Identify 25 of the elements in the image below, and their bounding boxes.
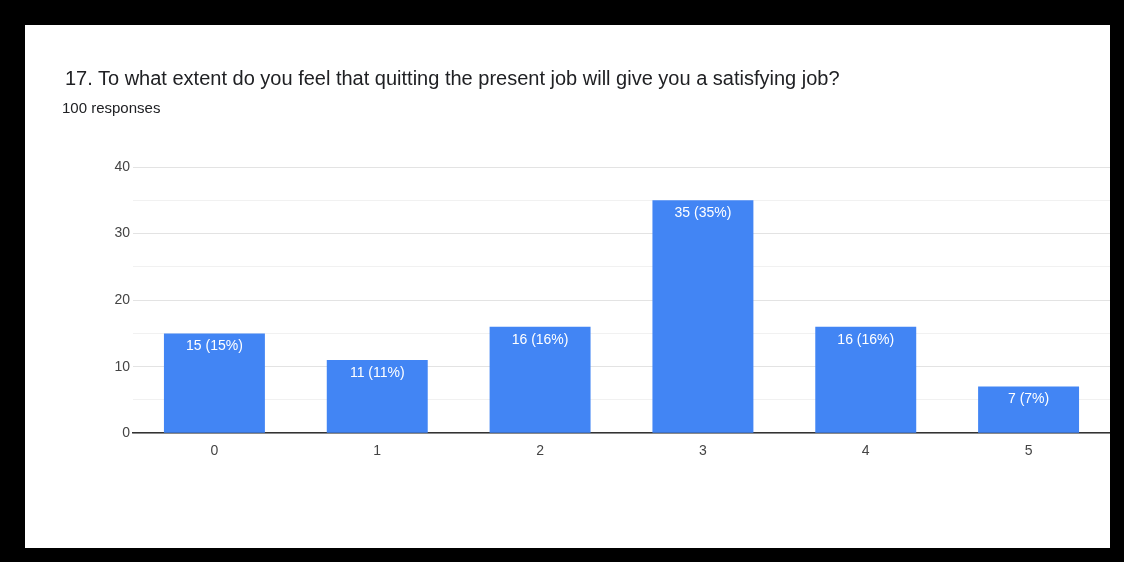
bar xyxy=(815,326,917,433)
bar xyxy=(978,386,1080,433)
bar xyxy=(326,360,428,433)
data-label: 15 (15%) xyxy=(186,337,243,354)
y-tick-label: 0 xyxy=(122,424,131,441)
data-label: 7 (7%) xyxy=(1007,390,1050,407)
data-label: 35 (35%) xyxy=(674,204,732,221)
x-tick-label: 4 xyxy=(861,442,870,459)
chart-subtitle: 100 responses xyxy=(62,99,161,116)
bar xyxy=(489,326,591,433)
x-tick-label: 0 xyxy=(210,442,219,459)
y-tick-label: 30 xyxy=(114,224,131,241)
data-label: 16 (16%) xyxy=(511,330,569,347)
bar xyxy=(652,200,754,433)
y-tick-label: 20 xyxy=(114,290,131,307)
x-tick-label: 2 xyxy=(536,442,545,459)
chart-title: 17. To what extent do you feel that quitting the present job will give you a satisfying job? xyxy=(65,67,840,90)
data-label: 16 (16%) xyxy=(837,330,895,347)
y-tick-label: 40 xyxy=(114,157,131,174)
bar xyxy=(163,333,265,433)
x-tick-label: 5 xyxy=(1024,442,1033,459)
x-tick-label: 1 xyxy=(373,442,382,459)
x-tick-label: 3 xyxy=(699,442,708,459)
data-label: 11 (11%) xyxy=(349,363,405,380)
y-tick-label: 10 xyxy=(114,357,131,374)
